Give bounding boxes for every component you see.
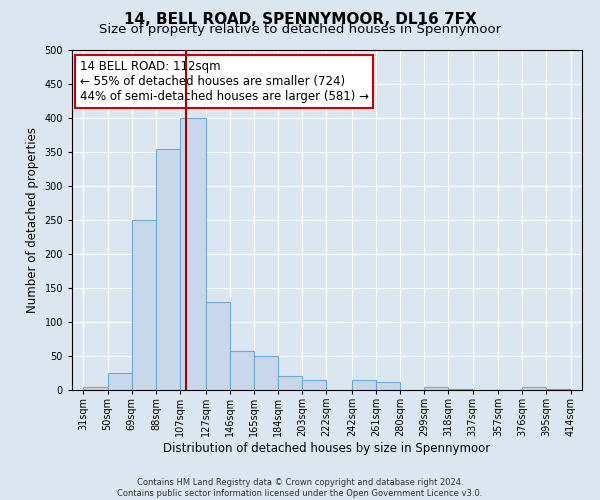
Text: Size of property relative to detached houses in Spennymoor: Size of property relative to detached ho…: [99, 22, 501, 36]
Text: 14 BELL ROAD: 112sqm
← 55% of detached houses are smaller (724)
44% of semi-deta: 14 BELL ROAD: 112sqm ← 55% of detached h…: [80, 60, 368, 103]
Bar: [376, 382, 400, 390]
Text: 14, BELL ROAD, SPENNYMOOR, DL16 7FX: 14, BELL ROAD, SPENNYMOOR, DL16 7FX: [124, 12, 476, 28]
Bar: [107, 373, 132, 390]
X-axis label: Distribution of detached houses by size in Spennymoor: Distribution of detached houses by size …: [163, 442, 491, 455]
Bar: [302, 380, 326, 390]
Bar: [83, 386, 107, 390]
Bar: [522, 386, 547, 390]
Bar: [352, 380, 376, 390]
Bar: [547, 388, 571, 390]
Bar: [424, 386, 448, 390]
Bar: [448, 388, 473, 390]
Bar: [156, 148, 180, 390]
Bar: [180, 118, 206, 390]
Y-axis label: Number of detached properties: Number of detached properties: [26, 127, 39, 313]
Bar: [132, 220, 156, 390]
Bar: [254, 356, 278, 390]
Bar: [278, 376, 302, 390]
Bar: [206, 302, 230, 390]
Bar: [230, 350, 254, 390]
Text: Contains HM Land Registry data © Crown copyright and database right 2024.
Contai: Contains HM Land Registry data © Crown c…: [118, 478, 482, 498]
